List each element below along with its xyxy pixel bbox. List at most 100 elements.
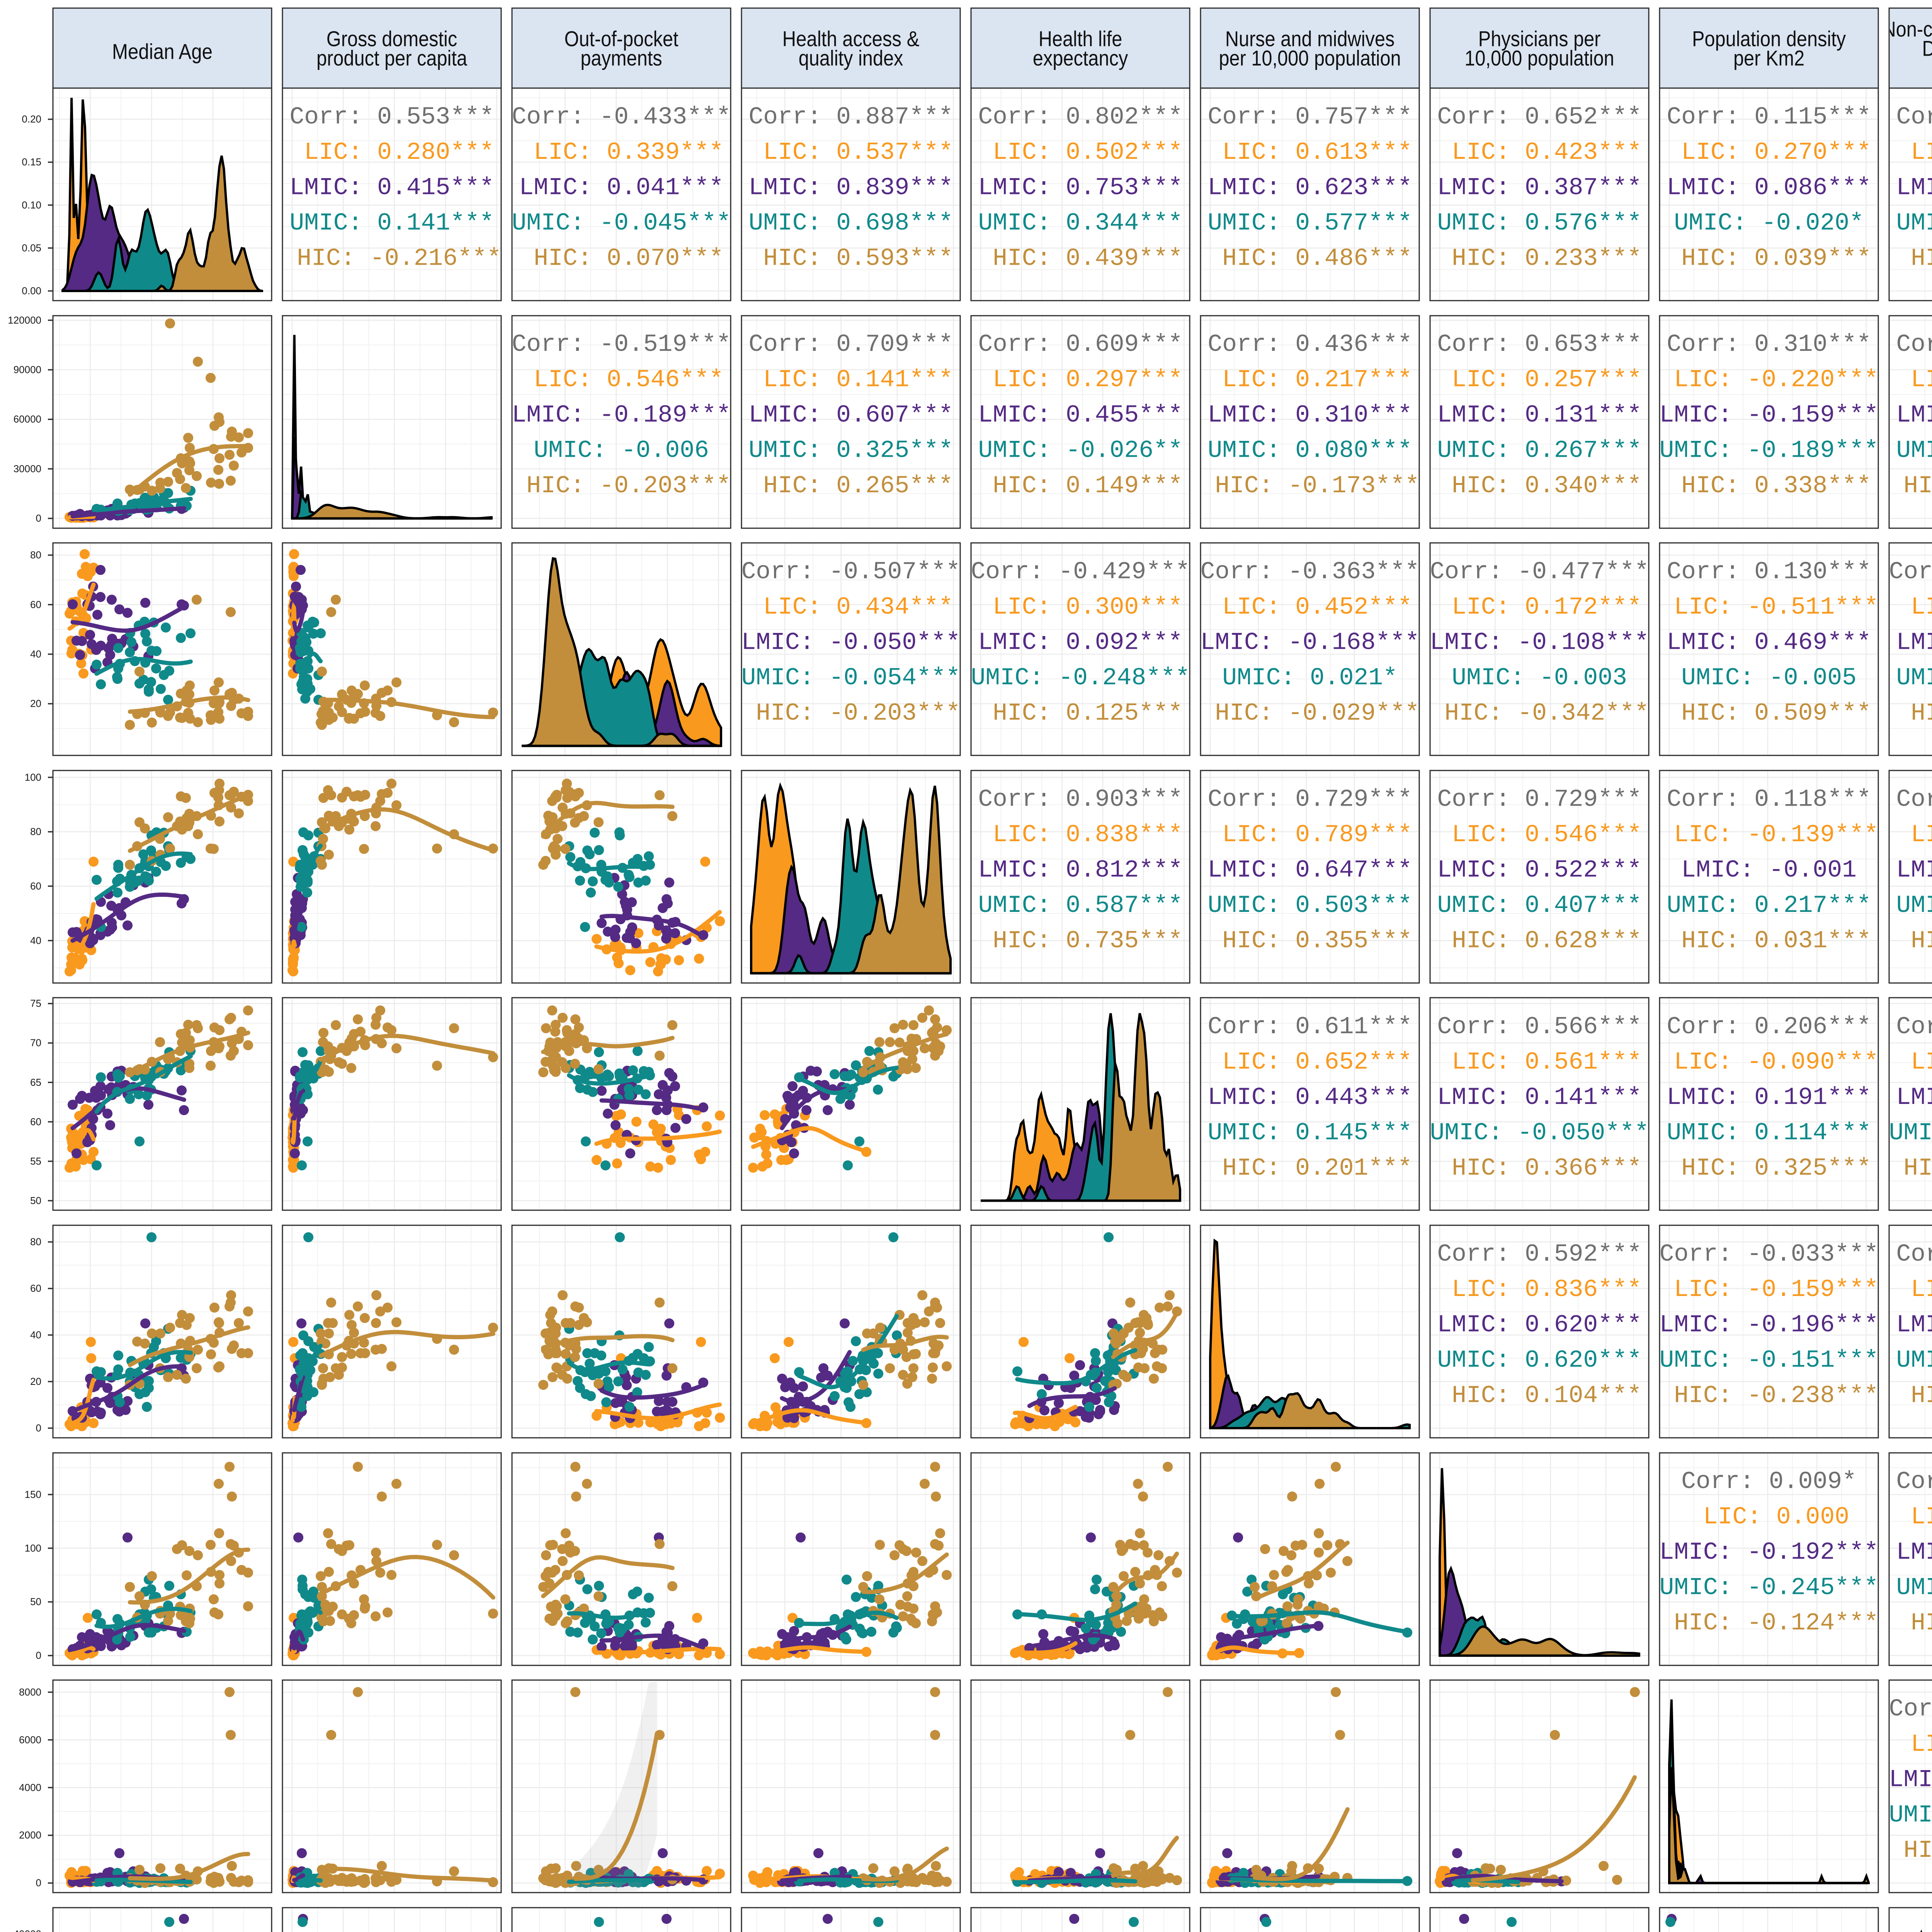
svg-text:HIC: 0.366***: HIC: 0.366*** [1437,1155,1641,1182]
svg-text:UMIC: 0.021*: UMIC: 0.021* [1222,664,1398,692]
svg-text:Corr: 0.729***: Corr: 0.729*** [1208,786,1412,813]
svg-text:LIC: 0.426***: LIC: 0.426*** [1896,1276,1932,1303]
svg-text:LIC: 0.431***: LIC: 0.431*** [1896,594,1932,621]
svg-text:UMIC: 0.587***: UMIC: 0.587*** [978,892,1182,919]
svg-text:UMIC: 0.577***: UMIC: 0.577*** [1208,209,1412,237]
svg-text:10,000 population: 10,000 population [1464,46,1614,70]
svg-text:Corr: -0.363***: Corr: -0.363*** [1200,558,1419,586]
svg-text:LIC: 0.000: LIC: 0.000 [1689,1503,1849,1531]
svg-text:90000: 90000 [14,364,41,376]
svg-text:quality index: quality index [799,46,903,70]
svg-text:UMIC: 0.568***: UMIC: 0.568*** [1896,1574,1932,1602]
svg-text:50: 50 [30,1596,41,1607]
svg-text:UMIC: 0.801***: UMIC: 0.801*** [1896,209,1932,237]
svg-text:LMIC: 0.092***: LMIC: 0.092*** [978,629,1182,656]
svg-text:HIC: 0.070***: HIC: 0.070*** [519,245,723,272]
svg-text:Corr: 0.802***: Corr: 0.802*** [978,104,1182,131]
svg-text:UMIC: 0.145***: UMIC: 0.145*** [1208,1119,1412,1146]
svg-text:HIC: -0.143***: HIC: -0.143*** [1889,1155,1932,1182]
svg-text:LIC: 0.502***: LIC: 0.502*** [978,139,1182,166]
svg-text:LMIC: 0.812***: LMIC: 0.812*** [978,856,1182,884]
svg-text:LIC: 0.561***: LIC: 0.561*** [1437,1048,1641,1076]
svg-text:HIC: -0.557***: HIC: -0.557*** [1889,472,1932,500]
svg-text:LIC: 0.452***: LIC: 0.452*** [1208,594,1412,621]
svg-text:UMIC: 0.325***: UMIC: 0.325*** [748,437,953,464]
svg-text:LMIC: -0.108***: LMIC: -0.108*** [1430,629,1649,656]
svg-text:HIC: 0.201***: HIC: 0.201*** [1208,1155,1412,1182]
svg-text:UMIC: -0.045***: UMIC: -0.045*** [512,209,731,237]
svg-text:Corr: 0.115***: Corr: 0.115*** [1667,104,1871,131]
svg-text:HIC: -0.238***: HIC: -0.238*** [1659,1382,1878,1410]
svg-text:Health life: Health life [1039,27,1122,51]
svg-text:LIC: 0.176***: LIC: 0.176*** [1896,1731,1932,1758]
svg-text:Corr: 0.653***: Corr: 0.653*** [1437,331,1641,358]
svg-text:LMIC: 0.041***: LMIC: 0.041*** [519,174,723,202]
svg-text:Corr: 0.206***: Corr: 0.206*** [1667,1013,1871,1041]
svg-text:LMIC: 0.469***: LMIC: 0.469*** [1667,629,1871,656]
svg-text:UMIC: -0.020*: UMIC: -0.020* [1674,209,1864,237]
svg-text:Corr: -0.131***: Corr: -0.131*** [1889,1696,1932,1723]
svg-text:LIC: 0.257***: LIC: 0.257*** [1437,366,1641,394]
svg-text:Corr: 0.009*: Corr: 0.009* [1681,1468,1857,1495]
svg-text:per 10,000 population: per 10,000 population [1219,46,1401,70]
svg-text:20: 20 [30,698,41,709]
svg-text:8000: 8000 [19,1686,41,1698]
svg-text:LIC: -0.511***: LIC: -0.511*** [1659,594,1878,621]
svg-text:UMIC: 0.620***: UMIC: 0.620*** [1437,1347,1641,1374]
svg-text:Corr: 0.903***: Corr: 0.903*** [978,786,1182,813]
svg-text:expectancy: expectancy [1033,46,1128,70]
svg-text:LIC: 0.300***: LIC: 0.300*** [978,594,1182,621]
svg-text:HIC: -0.203***: HIC: -0.203*** [741,700,960,727]
svg-text:UMIC: 0.202***: UMIC: 0.202*** [1896,664,1932,692]
svg-text:Corr: -0.519***: Corr: -0.519*** [512,331,731,358]
svg-text:0.00: 0.00 [22,285,41,297]
svg-text:HIC: -0.029***: HIC: -0.029*** [1200,700,1419,727]
svg-text:LIC: 0.145***: LIC: 0.145*** [1896,366,1932,394]
svg-text:HIC: 0.149***: HIC: 0.149*** [978,472,1182,500]
svg-text:LIC: 0.537***: LIC: 0.537*** [748,139,953,166]
svg-text:UMIC: 0.141***: UMIC: 0.141*** [289,209,494,237]
svg-text:LMIC: 0.455***: LMIC: 0.455*** [978,401,1182,429]
svg-text:Corr: 0.729***: Corr: 0.729*** [1437,786,1641,813]
svg-text:Corr: 0.130***: Corr: 0.130*** [1667,558,1871,586]
svg-text:LMIC: 0.131***: LMIC: 0.131*** [1437,401,1641,429]
svg-text:Disability-adjusted: Disability-adjusted [1922,36,1932,61]
svg-text:LMIC: 0.191***: LMIC: 0.191*** [1667,1084,1871,1111]
svg-text:LMIC: 0.415***: LMIC: 0.415*** [289,174,494,202]
svg-text:Corr: 0.553***: Corr: 0.553*** [289,104,494,131]
svg-text:UMIC: 0.267***: UMIC: 0.267*** [1437,437,1641,464]
svg-text:LMIC: 0.620***: LMIC: 0.620*** [1437,1311,1641,1339]
svg-text:UMIC: -0.189***: UMIC: -0.189*** [1659,437,1878,464]
svg-text:0: 0 [36,1650,41,1661]
svg-text:UMIC: -0.151***: UMIC: -0.151*** [1659,1347,1878,1374]
svg-text:LMIC: 0.623***: LMIC: 0.623*** [1208,174,1412,202]
svg-text:Corr: 0.652***: Corr: 0.652*** [1437,104,1641,131]
svg-text:HIC: -0.281***: HIC: -0.281*** [1889,1837,1932,1864]
svg-text:HIC: 0.104***: HIC: 0.104*** [1437,1382,1641,1410]
svg-text:LIC: 0.079***: LIC: 0.079*** [1896,1503,1932,1531]
svg-text:HIC: -0.173***: HIC: -0.173*** [1200,472,1419,500]
svg-text:HIC: 0.125***: HIC: 0.125*** [978,700,1182,727]
svg-text:80: 80 [30,549,41,561]
svg-text:UMIC: 0.553***: UMIC: 0.553*** [1896,1347,1932,1374]
svg-text:150: 150 [25,1488,41,1500]
svg-text:LIC: 0.297***: LIC: 0.297*** [978,366,1182,394]
svg-text:Corr: 0.728***: Corr: 0.728*** [1896,104,1932,131]
svg-text:60: 60 [30,880,41,892]
svg-text:LIC: 0.789***: LIC: 0.789*** [1208,821,1412,849]
svg-text:product per capita: product per capita [316,46,468,70]
svg-text:LIC: 0.652***: LIC: 0.652*** [1208,1048,1412,1076]
svg-text:LMIC: -0.192***: LMIC: -0.192*** [1659,1539,1878,1566]
svg-text:60: 60 [30,1282,41,1294]
svg-text:Corr: 0.310***: Corr: 0.310*** [1896,1013,1932,1041]
svg-text:LMIC: 0.492***: LMIC: 0.492*** [1896,1539,1932,1566]
svg-text:Corr: 0.609***: Corr: 0.609*** [978,331,1182,358]
svg-text:LMIC: 0.310***: LMIC: 0.310*** [1208,401,1412,429]
svg-text:LMIC: 0.522***: LMIC: 0.522*** [1437,856,1641,884]
svg-text:Corr: 0.392***: Corr: 0.392*** [1896,1468,1932,1495]
svg-text:0.05: 0.05 [22,242,41,253]
svg-text:LIC: 0.434***: LIC: 0.434*** [748,594,953,621]
svg-text:LMIC: 0.753***: LMIC: 0.753*** [978,174,1182,202]
svg-text:60: 60 [30,1116,41,1128]
svg-text:HIC: 0.439***: HIC: 0.439*** [978,245,1182,272]
